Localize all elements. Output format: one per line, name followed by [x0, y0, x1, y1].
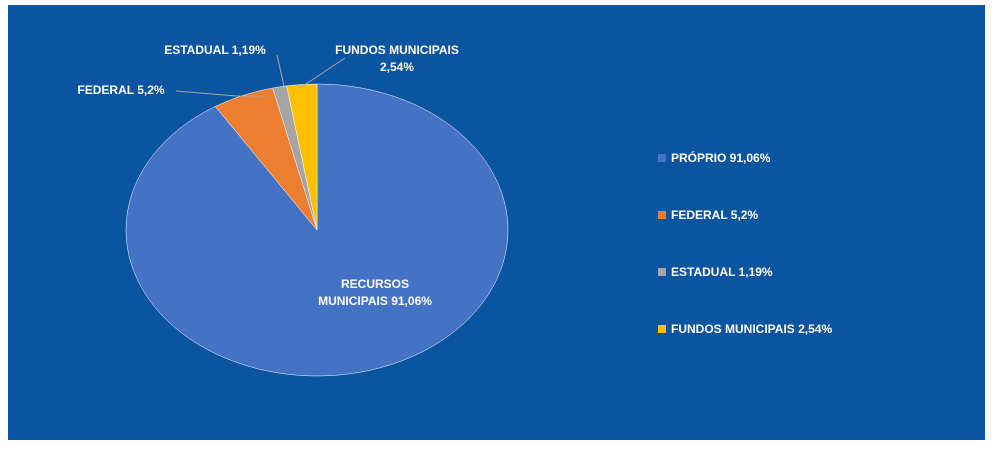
data-label: RECURSOS MUNICIPAIS 91,06%: [318, 277, 432, 308]
leader-line: [175, 90, 268, 97]
legend: [658, 154, 666, 333]
pie: [125, 83, 509, 377]
legend-swatch: [658, 268, 666, 276]
leader-line: [276, 54, 285, 87]
leader-line: [299, 57, 346, 89]
legend-label: PRÓPRIO 91,06%: [671, 151, 771, 165]
legend-label: FUNDOS MUNICIPAIS 2,54%: [671, 322, 833, 336]
legend-swatch: [658, 154, 666, 162]
legend-label: ESTADUAL 1,19%: [671, 265, 773, 279]
pie-slice: [286, 83, 318, 231]
data-label: ESTADUAL 1,19%: [164, 43, 266, 57]
data-label: FUNDOS MUNICIPAIS 2,54%: [335, 43, 459, 74]
legend-label: FEDERAL 5,2%: [671, 208, 759, 222]
data-label: FEDERAL 5,2%: [77, 83, 165, 97]
legend-swatch: [658, 325, 666, 333]
legend-swatch: [658, 211, 666, 219]
